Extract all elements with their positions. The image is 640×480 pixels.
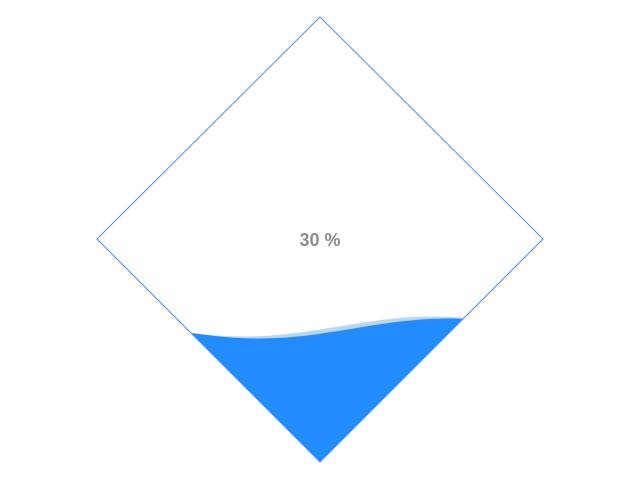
diamond-outline bbox=[96, 16, 544, 463]
percentage-label: 30 % bbox=[299, 230, 340, 250]
liquid-clip-group bbox=[97, 316, 543, 462]
wave-fill-layer bbox=[97, 318, 543, 462]
